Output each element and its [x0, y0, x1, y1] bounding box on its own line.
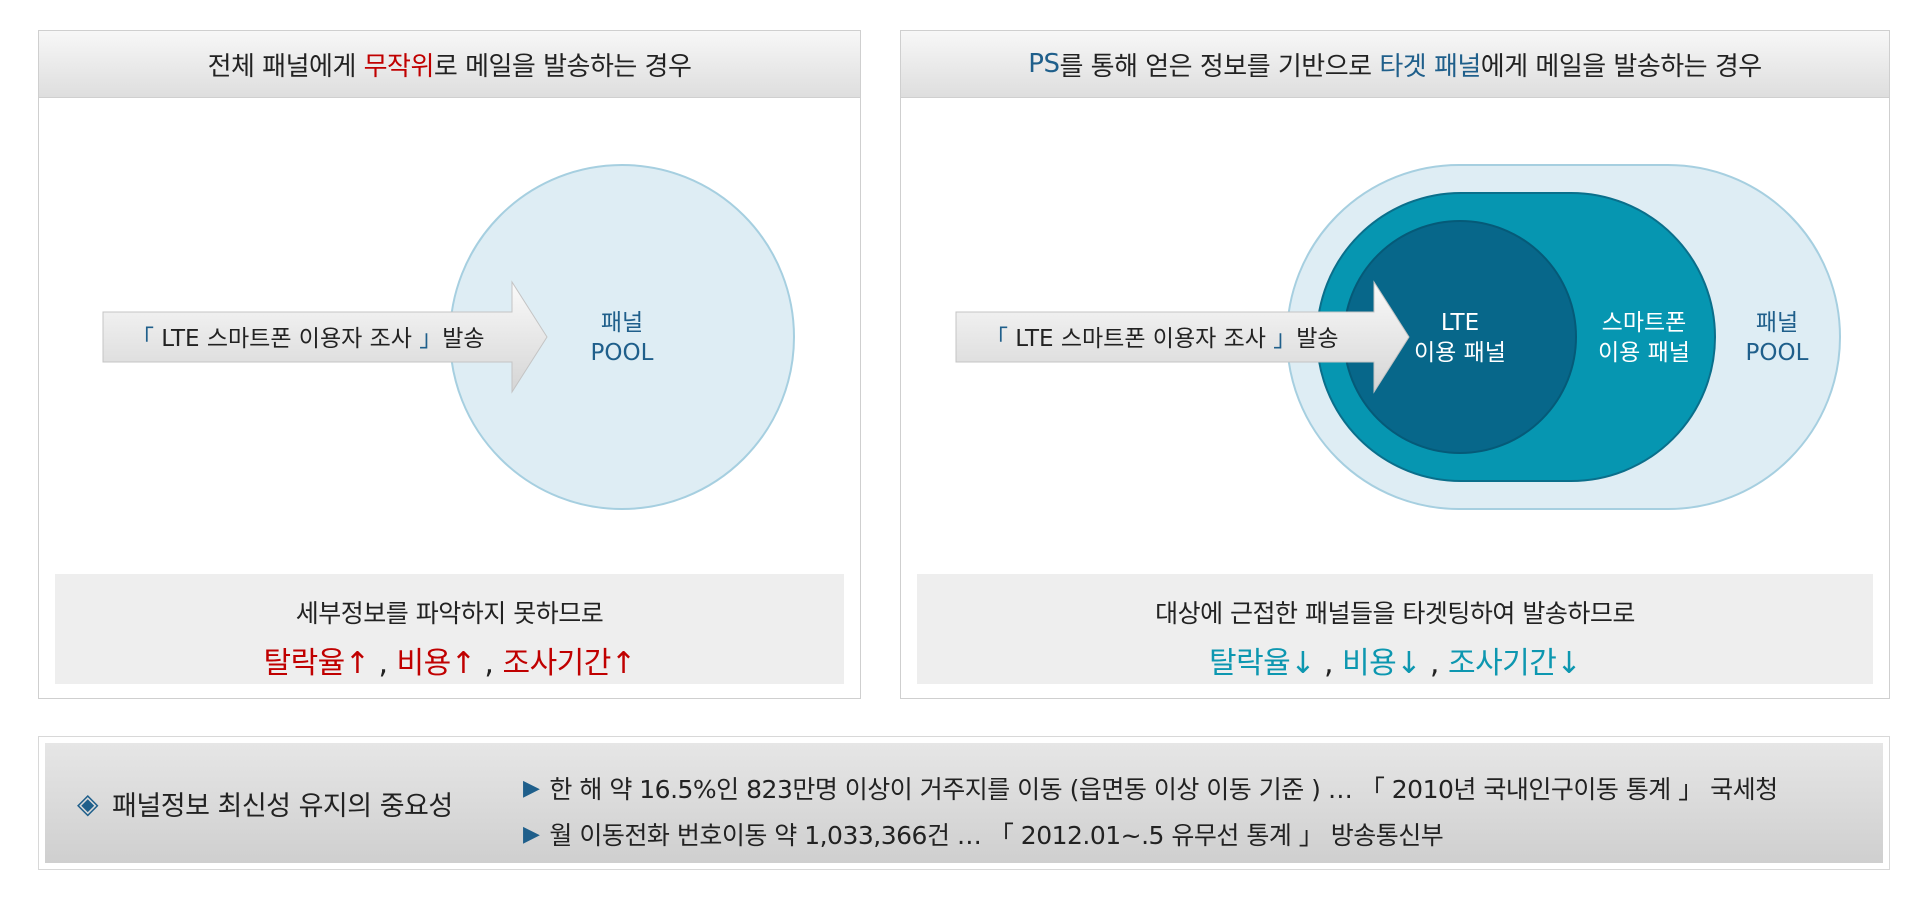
survey-period-down: 조사기간↓ — [1447, 646, 1582, 681]
pool-label-line1: 패널 — [601, 310, 643, 336]
fact-number-porting-text: 월 이동전화 번호이동 약 1,033,366건 … 「 2012.01~.5 … — [549, 821, 1444, 850]
survey-period-up: 조사기간↑ — [502, 646, 636, 681]
targeted-summary: 대상에 근접한 패널들을 타겟팅하여 발송하므로 탈락율↓ , 비용↓ , 조사… — [917, 574, 1873, 684]
diamond-icon: ◈ — [77, 786, 99, 820]
dropout-rate-up: 탈락율↑ — [263, 646, 370, 681]
targeted-summary-effects: 탈락율↓ , 비용↓ , 조사기간↓ — [1208, 646, 1582, 681]
targeted-mailing-panel: PS 를 통해 얻은 정보를 기반으로 타겟 패널 에게 메일을 발송하는 경우 「… — [900, 30, 1890, 699]
fact-relocation-text: 한 해 약 16.5%인 823만명 이상이 거주지를 이동 (읍면동 이상 이… — [549, 775, 1778, 804]
freshness-facts: ▶ 한 해 약 16.5%인 823만명 이상이 거주지를 이동 (읍면동 이상… — [523, 765, 1778, 857]
dropout-rate-down: 탈락율↓ — [1208, 646, 1315, 681]
lte-panel-label-line1: LTE — [1441, 310, 1479, 336]
targeted-mailing-diagram: 「 LTE 스마트폰 이용자 조사 」발송 LTE 이용 패널 스마트폰 이용 … — [955, 164, 1841, 510]
freshness-heading: ◈ 패널정보 최신성 유지의 중요성 — [77, 743, 453, 863]
targeted-pool-label-line1: 패널 — [1756, 310, 1798, 336]
ps-highlight: PS — [1028, 49, 1060, 79]
smartphone-panel-label-line1: 스마트폰 — [1602, 310, 1687, 336]
lte-panel-label-line2: 이용 패널 — [1414, 340, 1506, 366]
freshness-importance-inner: ◈ 패널정보 최신성 유지의 중요성 ▶ 한 해 약 16.5%인 823만명 … — [45, 743, 1883, 863]
send-arrow — [102, 280, 548, 394]
pool-label-line2: POOL — [591, 340, 654, 366]
target-panel-highlight: 타겟 패널 — [1379, 51, 1481, 82]
targeted-send-arrow — [955, 280, 1410, 394]
random-mailing-title: 전체 패널에게 무작위 로 메일을 발송하는 경우 — [39, 31, 860, 98]
bullet-triangle-icon: ▶ — [523, 821, 540, 847]
targeted-mailing-title: PS 를 통해 얻은 정보를 기반으로 타겟 패널 에게 메일을 발송하는 경우 — [901, 31, 1889, 98]
send-arrow-label: 「 LTE 스마트폰 이용자 조사 」발송 — [131, 326, 485, 352]
cost-down: 비용↓ — [1342, 646, 1421, 681]
random-summary: 세부정보를 파악하지 못하므로 탈락율↑ , 비용↑ , 조사기간↑ — [55, 574, 844, 684]
fact-relocation: ▶ 한 해 약 16.5%인 823만명 이상이 거주지를 이동 (읍면동 이상… — [523, 765, 1778, 811]
random-summary-reason: 세부정보를 파악하지 못하므로 — [295, 599, 604, 628]
bullet-triangle-icon: ▶ — [523, 775, 540, 801]
freshness-importance-box: ◈ 패널정보 최신성 유지의 중요성 ▶ 한 해 약 16.5%인 823만명 … — [38, 736, 1890, 870]
targeted-send-arrow-label: 「 LTE 스마트폰 이용자 조사 」발송 — [985, 326, 1339, 352]
random-highlight: 무작위 — [363, 51, 435, 82]
cost-up: 비용↑ — [396, 646, 476, 681]
random-mailing-diagram: 「 LTE 스마트폰 이용자 조사 」발송 패널 POOL — [102, 164, 795, 510]
freshness-heading-text: 패널정보 최신성 유지의 중요성 — [112, 790, 453, 822]
random-mailing-panel: 전체 패널에게 무작위 로 메일을 발송하는 경우 「 LTE 스마트폰 이용자 … — [38, 30, 861, 699]
targeted-summary-reason: 대상에 근접한 패널들을 타겟팅하여 발송하므로 — [1155, 599, 1635, 628]
smartphone-panel-label-line2: 이용 패널 — [1598, 340, 1690, 366]
fact-number-porting: ▶ 월 이동전화 번호이동 약 1,033,366건 … 「 2012.01~.… — [523, 811, 1778, 857]
random-summary-effects: 탈락율↑ , 비용↑ , 조사기간↑ — [263, 646, 636, 681]
targeted-pool-label-line2: POOL — [1746, 340, 1809, 366]
